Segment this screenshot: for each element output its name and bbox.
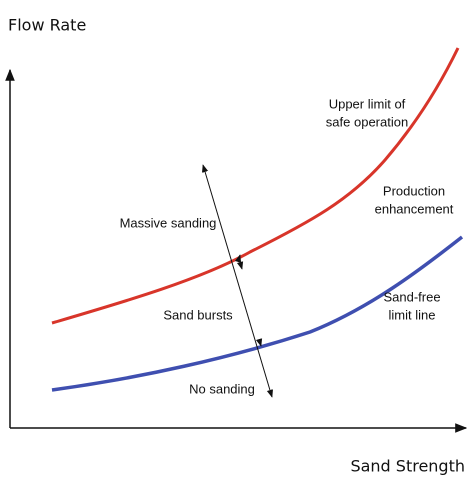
- x-axis-label: Sand Strength: [350, 457, 465, 476]
- arrow-tick: [255, 338, 263, 347]
- label: Sand-free: [383, 289, 440, 304]
- arrow-tick: [236, 261, 244, 270]
- label: No sanding: [189, 381, 255, 396]
- label: enhancement: [375, 201, 454, 216]
- label: Sand bursts: [163, 307, 233, 322]
- label: Upper limit of: [329, 96, 406, 111]
- label: Production: [383, 183, 445, 198]
- sanding-arrow: [201, 164, 274, 398]
- sand-free-curve: [51, 235, 464, 392]
- label: Massive sanding: [120, 215, 217, 230]
- label: limit line: [389, 307, 436, 322]
- upper-limit-curve: [51, 47, 460, 325]
- arrow-tick: [234, 254, 242, 263]
- y-axis-label: Flow Rate: [8, 16, 86, 35]
- label: safe operation: [326, 114, 408, 129]
